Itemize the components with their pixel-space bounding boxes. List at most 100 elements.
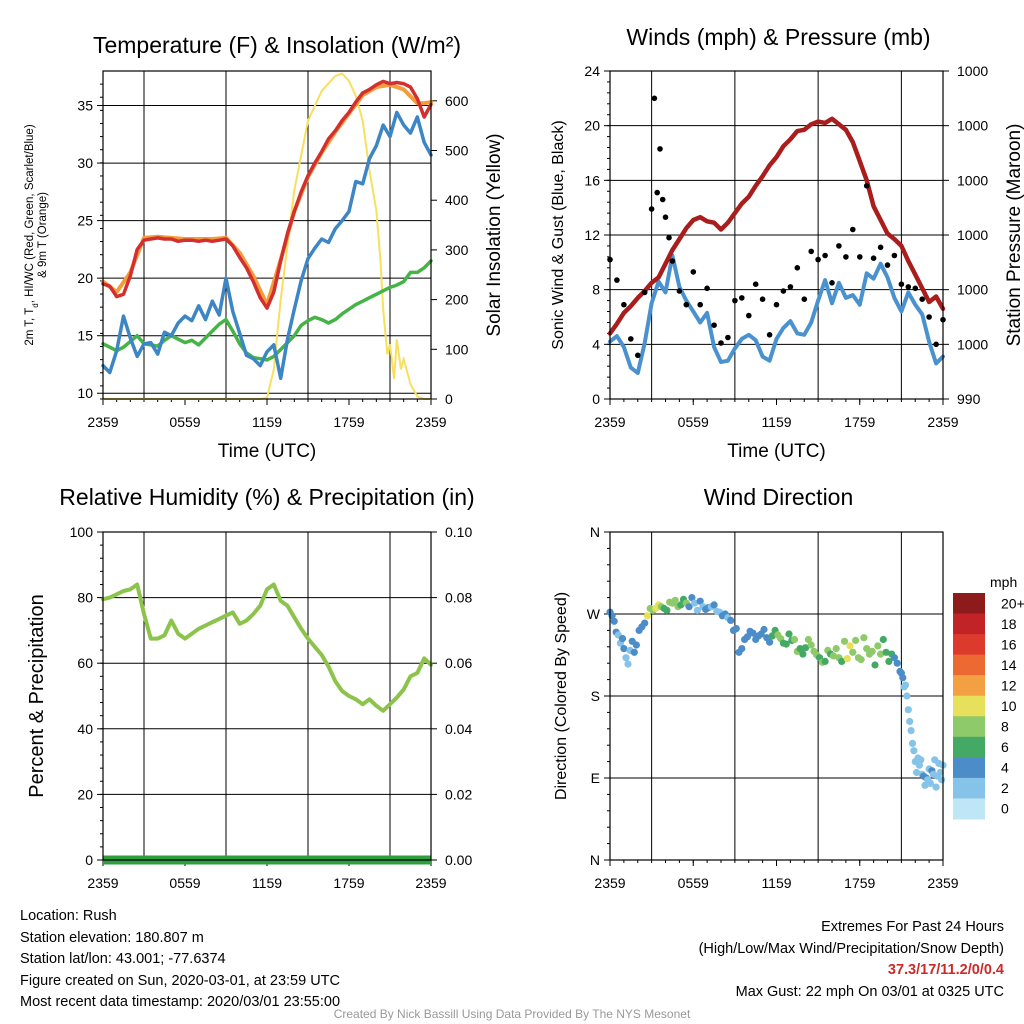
dir-point: [732, 625, 740, 633]
dir-point: [871, 661, 879, 669]
dir-point: [857, 656, 865, 664]
rh-xtick-label: 2359: [87, 875, 118, 891]
dir-point: [620, 645, 628, 653]
dir-point: [843, 655, 851, 663]
dir-point: [696, 597, 704, 605]
dir-point: [910, 747, 918, 755]
dir-point: [885, 657, 893, 666]
legend-label: 2: [1001, 780, 1009, 796]
dir-point: [693, 606, 702, 615]
dir-xtick-label: 1159: [761, 875, 791, 891]
legend-label: 10: [1001, 698, 1017, 714]
wind-plot-border: [609, 70, 944, 400]
wind-gust-point: [648, 206, 655, 212]
temp-ytick-label: 30: [77, 155, 93, 171]
dir-point: [677, 601, 685, 609]
rh-panel: 0 20 40 60 80 100 0.00 0.02 0.04 0.06 0.08 0.10 2359…: [70, 524, 473, 891]
dir-point: [688, 594, 696, 602]
wind-y2tick-label: 1000: [957, 63, 988, 79]
wind-y2tick-label: 1000: [957, 118, 988, 134]
temp-ylabel-sub: d: [31, 303, 40, 307]
dir-point: [938, 776, 946, 784]
rh-y2tick-label: 0.10: [445, 524, 472, 540]
temp-xtick-label: 2359: [415, 414, 446, 430]
dir-point: [760, 625, 768, 634]
wind-gust-point: [815, 256, 821, 263]
rh-ytick-label: 80: [77, 590, 93, 606]
wind-gust-point: [898, 281, 905, 288]
wind-gust-point: [704, 285, 710, 292]
rh-ytick-label: 0: [85, 852, 93, 868]
temp-y2label: Solar Insolation (Yellow): [484, 133, 505, 336]
dir-point: [901, 681, 910, 689]
legend-swatch: [953, 654, 985, 676]
extremes-subtitle: (High/Low/Max Wind/Precipitation/Snow De…: [698, 940, 1004, 957]
extremes-panel: Extremes For Past 24 Hours (High/Low/Max…: [699, 917, 1004, 1003]
wind-gust-point: [780, 288, 787, 294]
legend-label: 16: [1001, 636, 1017, 652]
wind-series-pressure: [607, 116, 946, 336]
dir-point: [643, 612, 652, 620]
legend-label: 6: [1001, 739, 1009, 755]
dir-point: [622, 654, 630, 662]
dir-point: [632, 641, 641, 649]
wind-gust-point: [870, 255, 877, 261]
dir-point: [727, 616, 735, 625]
credit-line: Created By Nick Bassill Using Data Provi…: [333, 1007, 691, 1021]
temp-y2tick-label: 300: [445, 242, 469, 258]
temp-y2tick-label: 400: [445, 192, 469, 208]
wind-gust-point: [836, 243, 842, 249]
wind-gust-point: [651, 95, 658, 102]
dir-xtick-label: 1759: [844, 875, 875, 891]
dir-point: [890, 654, 899, 662]
temp-xlabel: Time (UTC): [218, 441, 317, 462]
wind-xtick-label: 0559: [678, 414, 709, 430]
rh-xtick-label: 1159: [252, 875, 282, 891]
dir-point: [807, 641, 815, 649]
wind-gust-point: [676, 288, 683, 294]
dir-point: [932, 783, 940, 791]
legend-swatch: [953, 613, 985, 635]
wind-xtick-label: 1759: [844, 414, 875, 430]
temp-title: Temperature (F) & Insolation (W/m²): [93, 32, 461, 58]
wind-ytick-label: 4: [592, 336, 600, 352]
dir-panel: N E S W N 2359 0559 1159 1759 2359: [587, 524, 959, 891]
max-gust: Max Gust: 22 mph On 03/01 at 0325 UTC: [735, 983, 1004, 1000]
dir-point: [904, 706, 912, 714]
dir-point: [906, 717, 914, 726]
wind-y2tick-label: 1000: [957, 282, 988, 298]
dir-point: [663, 606, 671, 615]
wind-gust-point: [912, 285, 919, 292]
rh-plot-border: [102, 531, 432, 861]
temp-xtick-label: 2359: [87, 414, 118, 430]
dir-point: [915, 761, 924, 769]
wind-ytick-label: 0: [592, 391, 600, 407]
wind-panel: 0 4 8 12 16 20 24 990 1000 1000 1000 1000 1000 1000 23…: [584, 63, 988, 462]
dir-point: [610, 617, 618, 625]
dir-point: [618, 635, 627, 643]
temp-xtick-label: 0559: [169, 414, 200, 430]
temp-ylabel-line2: & 9m T (Orange): [37, 192, 49, 278]
wind-ytick-label: 24: [584, 63, 600, 79]
wind-gust-point: [766, 332, 773, 338]
wind-gust-point: [891, 252, 898, 259]
dir-point: [785, 630, 793, 638]
temp-xtick-label: 1159: [252, 414, 282, 430]
dir-point: [630, 648, 638, 656]
legend-label: 4: [1001, 760, 1009, 776]
wind-gust-point: [933, 341, 939, 348]
temp-plot-border: [102, 70, 432, 400]
temp-ytick-label: 35: [77, 98, 93, 114]
rh-series-humidity: [101, 582, 433, 713]
dir-ytick-label: E: [591, 770, 600, 786]
legend-label: 12: [1001, 677, 1017, 693]
rh-y2tick-label: 0.04: [445, 721, 472, 737]
wind-gust-point: [669, 258, 676, 264]
dir-point: [874, 642, 882, 650]
wind-xtick-label: 1159: [761, 414, 791, 430]
dir-point: [838, 657, 846, 666]
dir-point: [796, 645, 804, 653]
dir-xtick-label: 0559: [678, 875, 709, 891]
dir-point: [917, 756, 925, 764]
